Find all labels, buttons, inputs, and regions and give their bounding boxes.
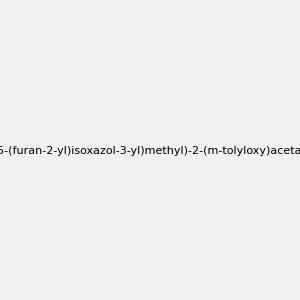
- Text: N-((5-(furan-2-yl)isoxazol-3-yl)methyl)-2-(m-tolyloxy)acetamide: N-((5-(furan-2-yl)isoxazol-3-yl)methyl)-…: [0, 146, 300, 157]
